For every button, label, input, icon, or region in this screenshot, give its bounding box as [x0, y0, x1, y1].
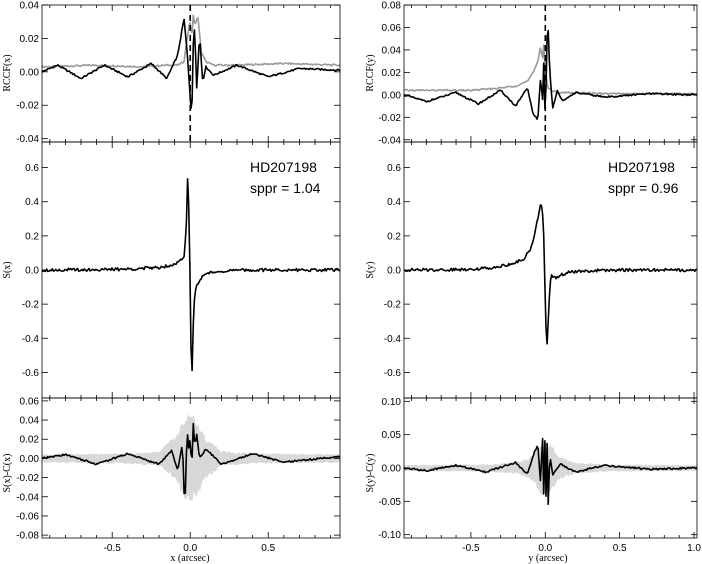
y-tick-label: 0.04: [20, 1, 40, 12]
y-tick-label: -0.02: [378, 113, 401, 124]
y-tick-label: 0.0: [387, 266, 401, 277]
annotation-star-x: HD207198: [250, 159, 317, 175]
x-tick-label: 1.0: [687, 543, 701, 554]
y-tick-label: 0.4: [25, 197, 39, 208]
y-tick-label: 0.05: [382, 430, 402, 441]
ylabel-s-x: S(x): [2, 261, 13, 278]
y-tick-label: 0.6: [387, 163, 401, 174]
ylabel-s-y: S(y): [365, 261, 376, 278]
y-tick-label: -0.04: [378, 135, 401, 146]
annotation-sppr-y: sppr = 0.96: [608, 180, 679, 196]
y-tick-label: 0.06: [382, 23, 402, 34]
y-tick-label: 0.00: [20, 454, 40, 465]
y-tick-label: 0.00: [382, 464, 402, 475]
series-line: [41, 422, 341, 495]
annotation-star-y: HD207198: [608, 159, 675, 175]
y-tick-label: -0.6: [22, 368, 40, 379]
y-tick-label: 0.2: [25, 231, 39, 242]
y-tick-label: -0.2: [22, 300, 40, 311]
x-tick-label: -0.5: [104, 543, 122, 554]
y-tick-label: 0.0: [25, 266, 39, 277]
y-tick-label: 0.02: [382, 68, 402, 79]
panel-residual-y: 0.10 0.05 0.00 -0.05 -0.10 -0.5 0.0 0.5 1.0: [378, 397, 701, 554]
y-tick-label: 0.00: [20, 67, 40, 78]
ylabel-rccf-y: RCCF(y): [365, 54, 376, 91]
x-tick-label: 0.5: [613, 543, 627, 554]
y-tick-label: -0.04: [16, 134, 39, 145]
y-tick-label: 0.08: [382, 1, 402, 12]
y-tick-label: -0.6: [384, 368, 402, 379]
y-tick-label: 0.00: [382, 90, 402, 101]
y-tick-label: -0.02: [16, 101, 39, 112]
x-tick-label: 0.0: [538, 543, 552, 554]
panel-rccf-x: 0.04 0.02 0.00 -0.02 -0.04: [16, 1, 341, 145]
axes-frame: [41, 397, 341, 539]
y-tick-label: 0.02: [20, 34, 40, 45]
y-tick-label: 0.04: [20, 416, 40, 427]
y-tick-label: -0.08: [16, 531, 39, 542]
series-line: [404, 204, 698, 345]
y-tick-label: 0.10: [382, 397, 402, 408]
series-line: [403, 29, 698, 120]
ylabel-residual-x: S(x)-C(x): [2, 454, 13, 493]
uncertainty-band: [404, 441, 697, 496]
xlabel-y: y (arcsec): [528, 553, 567, 564]
y-tick-label: 0.02: [20, 435, 40, 446]
x-tick-label: 0.0: [183, 543, 197, 554]
y-tick-label: -0.04: [16, 492, 39, 503]
xlabel-x: x (arcsec): [170, 553, 209, 564]
y-tick-label: -0.05: [378, 497, 401, 508]
panel-residual-x: 0.06 0.04 0.02 0.00 -0.02 -0.04 -0.06 -0.08 -0.5…: [16, 396, 341, 554]
y-tick-label: -0.4: [384, 334, 402, 345]
annotation-sppr-x: sppr = 1.04: [250, 180, 321, 196]
series-line: [403, 437, 698, 505]
series-line: [41, 178, 341, 372]
y-tick-label: 0.4: [387, 197, 401, 208]
y-tick-label: -0.06: [16, 511, 39, 522]
y-tick-label: 0.2: [387, 231, 401, 242]
x-tick-label: -0.5: [462, 543, 480, 554]
panel-rccf-y: 0.08 0.06 0.04 0.02 0.00 -0.02 -0.04: [378, 1, 698, 146]
uncertainty-band: [42, 414, 340, 501]
ylabel-residual-y: S(y)-C(y): [365, 454, 376, 493]
y-tick-label: -0.10: [378, 530, 401, 541]
y-tick-label: 0.04: [382, 45, 402, 56]
y-tick-label: -0.4: [22, 334, 40, 345]
y-tick-label: 0.6: [25, 163, 39, 174]
y-tick-label: -0.02: [16, 473, 39, 484]
ylabel-rccf-x: RCCF(x): [2, 54, 13, 91]
y-tick-label: 0.06: [20, 396, 40, 407]
x-tick-label: 0.5: [261, 543, 275, 554]
y-tick-label: -0.2: [384, 300, 402, 311]
